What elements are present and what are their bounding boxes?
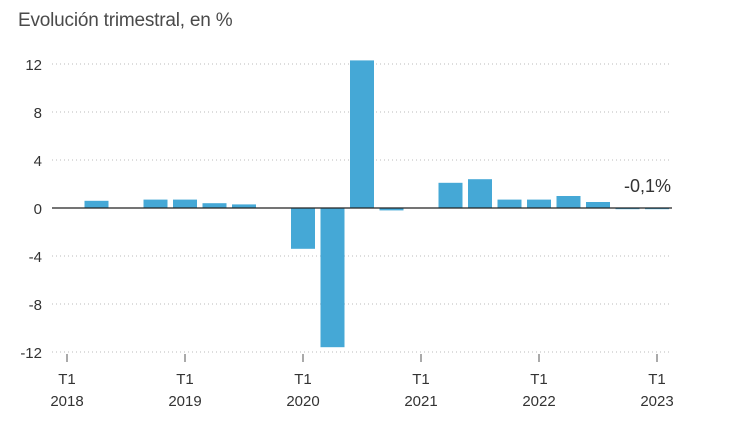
bar (468, 179, 492, 208)
bar (615, 208, 640, 210)
bar (350, 60, 374, 209)
value-annotation: -0,1% (624, 176, 671, 196)
y-tick-label: 12 (25, 57, 42, 74)
y-tick-label: -8 (29, 297, 42, 314)
x-tick-label-quarter: T1 (58, 371, 76, 388)
x-tick-label-year: 2021 (404, 393, 437, 410)
x-tick-label-year: 2019 (168, 393, 201, 410)
x-tick-label-quarter: T1 (530, 371, 548, 388)
x-tick-label-quarter: T1 (648, 371, 666, 388)
bar (84, 200, 109, 208)
y-tick-label: 4 (34, 153, 42, 170)
bar (291, 208, 315, 249)
bar (379, 208, 404, 211)
bar (143, 199, 168, 208)
bar (645, 208, 669, 210)
bar (556, 196, 581, 208)
bar (438, 182, 463, 208)
x-tick-label-quarter: T1 (294, 371, 312, 388)
x-tick-label-year: 2023 (640, 393, 673, 410)
bar (232, 204, 256, 208)
bar (202, 203, 227, 208)
x-tick-label-quarter: T1 (176, 371, 194, 388)
y-tick-label: 8 (34, 105, 42, 122)
x-tick-label-year: 2020 (286, 393, 319, 410)
y-tick-label: 0 (34, 201, 42, 218)
chart-title: Evolución trimestral, en % (18, 10, 233, 31)
x-tick-label-year: 2018 (50, 393, 83, 410)
y-tick-label: -4 (29, 249, 42, 266)
bar (527, 199, 551, 208)
x-tick-label-year: 2022 (522, 393, 555, 410)
x-tick-label-quarter: T1 (412, 371, 430, 388)
bar (497, 199, 522, 208)
bar (320, 208, 345, 348)
bar (586, 202, 610, 208)
y-tick-label: -12 (20, 345, 42, 362)
bar (173, 199, 197, 208)
